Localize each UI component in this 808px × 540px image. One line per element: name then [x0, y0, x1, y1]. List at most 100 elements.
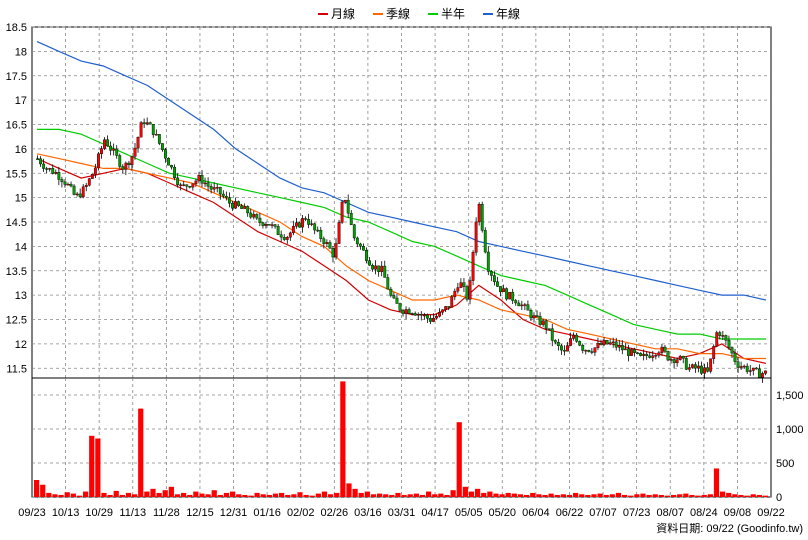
volume-bar: [707, 494, 713, 497]
candle-up: [690, 364, 694, 368]
candle-down: [517, 302, 521, 307]
candle-up: [130, 156, 134, 166]
candle-down: [157, 134, 161, 144]
volume-bar: [328, 494, 334, 497]
candle-up: [709, 358, 713, 372]
candle-up: [212, 187, 216, 190]
candle-up: [441, 309, 445, 313]
volume-bar: [542, 494, 548, 497]
candle-down: [51, 168, 55, 174]
volume-bar: [248, 495, 254, 497]
candle-down: [365, 250, 368, 261]
volume-bar: [199, 493, 205, 497]
candle-down: [362, 246, 365, 251]
volume-bar: [554, 494, 560, 497]
candle-down: [331, 248, 335, 258]
volume-bar: [413, 493, 419, 497]
x-tick-label: 11/28: [153, 507, 180, 519]
candle-down: [188, 186, 192, 188]
candle-down: [718, 332, 722, 336]
candle-up: [75, 193, 79, 196]
candle-down: [282, 236, 286, 240]
volume-bar: [640, 493, 646, 497]
candle-down: [590, 351, 594, 353]
candle-up: [572, 334, 576, 339]
volume-bar: [211, 490, 217, 497]
volume-bar: [125, 492, 132, 497]
candle-up: [450, 296, 454, 308]
volume-bar: [566, 494, 573, 497]
volume-bar: [658, 494, 664, 497]
volume-bar: [352, 488, 358, 497]
candle-up: [669, 359, 673, 361]
volume-bar: [634, 494, 640, 497]
candle-down: [167, 157, 170, 166]
candle-up: [502, 288, 505, 293]
candle-down: [401, 310, 405, 314]
candle-down: [724, 335, 728, 341]
candle-down: [727, 340, 731, 348]
candle-down: [407, 309, 411, 314]
candle-up: [270, 224, 274, 226]
volume-bar: [419, 494, 426, 497]
ma-line-季線: [36, 153, 766, 360]
candle-up: [203, 182, 207, 185]
volume-bar: [713, 468, 720, 497]
x-tick-label: 08/07: [656, 507, 684, 519]
candle-up: [751, 367, 755, 371]
volume-bar: [70, 493, 76, 497]
candle-down: [544, 320, 548, 329]
volume-bar: [456, 422, 462, 497]
candle-down: [170, 164, 173, 168]
x-tick-label: 08/24: [690, 507, 718, 519]
candle-down: [425, 314, 429, 319]
volume-bar: [591, 494, 597, 497]
candle-up: [438, 312, 441, 317]
candle-down: [395, 297, 399, 304]
volume-bar: [321, 491, 328, 497]
candle-down: [148, 122, 152, 125]
volume-bar: [548, 493, 554, 497]
volume-bar: [671, 494, 677, 497]
candle-up: [337, 222, 341, 244]
volume-bar: [597, 493, 603, 497]
volume-bar: [720, 491, 726, 497]
volume-bar: [223, 492, 230, 497]
volume-bar: [144, 491, 150, 497]
volume-bar: [242, 494, 248, 497]
x-tick-label: 03/16: [354, 507, 382, 519]
candle-up: [154, 134, 158, 136]
candle-down: [209, 186, 213, 190]
volume-bar: [401, 494, 407, 497]
candle-down: [706, 367, 710, 372]
candle-down: [328, 242, 332, 249]
volume-bar: [505, 492, 511, 497]
candle-down: [160, 143, 164, 150]
ma-line-月線: [36, 158, 767, 364]
volume-bar: [603, 494, 609, 497]
volume-bar: [181, 492, 187, 497]
volume-bar: [499, 494, 505, 497]
volume-bar: [622, 494, 628, 497]
candle-down: [563, 349, 566, 352]
volume-bar: [132, 494, 138, 497]
candle-up: [468, 280, 472, 300]
candle-up: [234, 201, 237, 209]
candle-up: [325, 242, 329, 244]
volume-bar: [119, 494, 125, 497]
candle-up: [602, 340, 606, 345]
volume-bar: [560, 494, 566, 497]
volume-bar: [168, 486, 174, 497]
candle-down: [633, 349, 636, 353]
candle-up: [596, 343, 600, 348]
candle-down: [398, 303, 402, 311]
candle-up: [87, 178, 91, 186]
candle-up: [145, 122, 149, 125]
candle-down: [142, 122, 146, 125]
legend-label: 季線: [386, 6, 410, 21]
candle-up: [532, 315, 536, 319]
candle-down: [36, 158, 39, 160]
candle-up: [739, 366, 743, 368]
candle-down: [386, 277, 390, 290]
candle-up: [520, 304, 524, 307]
